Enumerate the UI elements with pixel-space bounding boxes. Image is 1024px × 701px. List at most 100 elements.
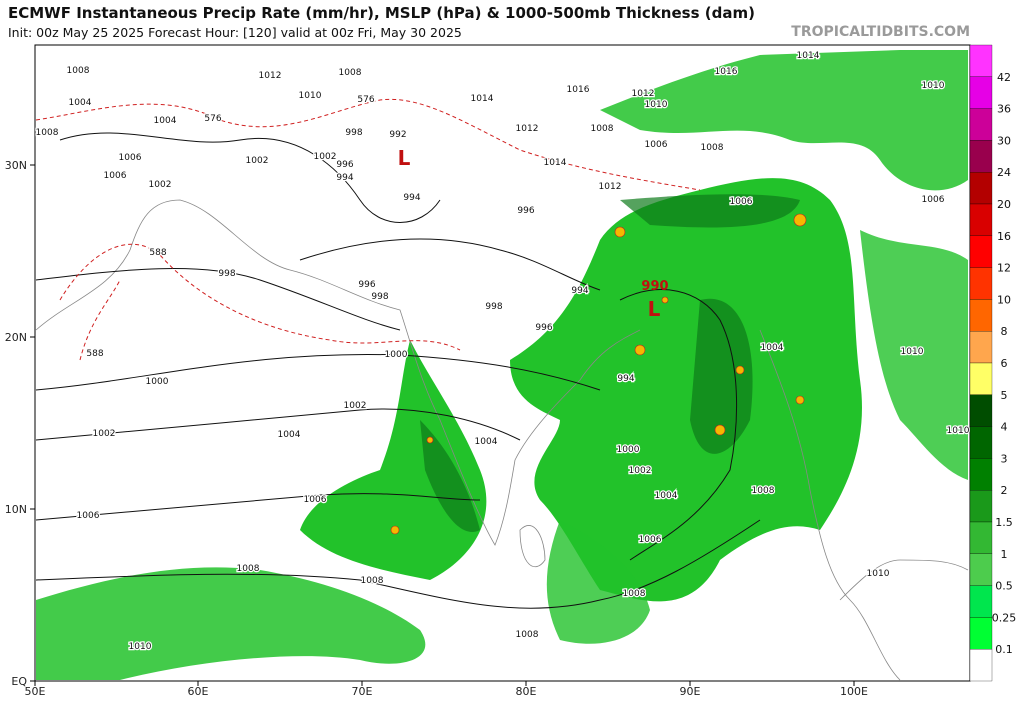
colorbar-label: 10 [997,293,1011,306]
low-symbol: L [648,297,661,321]
colorbar-label: 4 [1001,421,1008,434]
isobar-label: 998 [218,269,235,279]
low-symbol: L [398,146,411,170]
colorbar-swatch [969,394,993,427]
isobar-label: 1010 [922,81,945,91]
watermark: TROPICALTIDBITS.COM [791,24,970,40]
latitude-label: 20N [5,331,27,344]
latitude-label: EQ [11,675,27,688]
colorbar-swatch [969,426,993,459]
isobar-label: 1012 [632,89,655,99]
colorbar-label: 24 [997,166,1011,179]
isobar-label: 1014 [797,51,820,61]
colorbar-label: 3 [1001,452,1008,465]
colorbar-swatch [969,553,993,586]
isobar-label: 1014 [471,94,494,104]
colorbar-swatch [969,299,993,332]
isobars [35,132,761,609]
isobar-label: 1006 [77,511,100,521]
isobar-label: 1012 [516,124,539,134]
colorbar-swatch [969,203,993,236]
isobar-label: 1008 [339,68,362,78]
longitude-label: 50E [25,685,46,698]
colorbar-swatch [969,140,993,173]
isobar-label: 1008 [237,564,260,574]
longitude-label: 80E [516,685,537,698]
isobar-label: 1004 [655,491,678,501]
colorbar-swatch [969,617,993,650]
isobar-label: 1010 [947,426,970,436]
colorbar-label: 20 [997,198,1011,211]
isobar-label: 994 [617,374,634,384]
isobar-label: 1004 [278,430,301,440]
isobar-label: 1008 [361,576,384,586]
isobar-label: 998 [371,292,388,302]
colorbar-label: 6 [1001,357,1008,370]
isobar-label: 1014 [544,158,567,168]
thickness-label: 588 [86,349,103,359]
title: ECMWF Instantaneous Precip Rate (mm/hr),… [8,4,755,22]
precip-area [36,50,968,680]
isobar-label: 1006 [922,195,945,205]
colorbar-label: 1.5 [995,516,1013,529]
longitude-label: 70E [352,685,373,698]
isobar-label: 1016 [567,85,590,95]
colorbar-swatch [969,649,993,682]
isobar-label: 1008 [591,124,614,134]
isobar-label: 1004 [475,437,498,447]
isobar-label: 1002 [344,401,367,411]
isobar-label: 1010 [901,347,924,357]
intense-precip [390,213,807,535]
colorbar-label: 36 [997,103,1011,116]
isobar-label: 1016 [715,67,738,77]
isobar-label: 1008 [67,66,90,76]
colorbar-swatch [969,267,993,300]
colorbar-label: 12 [997,262,1011,275]
isobar-label: 1002 [149,180,172,190]
colorbar-swatch [969,521,993,554]
isobar-label: 996 [517,206,534,216]
colorbar-swatch [969,585,993,618]
isobar-label: 996 [358,280,375,290]
longitude-label: 90E [680,685,701,698]
isobar-label: 996 [336,160,353,170]
isobar-label: 998 [485,302,502,312]
thickness-label: 588 [149,248,166,258]
colorbar-swatch [969,490,993,523]
colorbar-label: 42 [997,71,1011,84]
isobar-label: 1004 [154,116,177,126]
colorbar-label: 2 [1001,484,1008,497]
isobar-label: 1008 [516,630,539,640]
colorbar-label: 0.1 [995,643,1013,656]
colorbar-label: 30 [997,134,1011,147]
colorbar-swatch [969,44,993,77]
isobar-label: 1006 [645,140,668,150]
isobar-label: 1000 [146,377,169,387]
isobar-label: 1000 [617,445,640,455]
isobar-label: 1008 [36,128,59,138]
colorbar-swatch [969,235,993,268]
isobar-label: 1008 [752,486,775,496]
colorbar-label: 1 [1001,548,1008,561]
isobar-label: 1010 [299,91,322,101]
isobar-label: 998 [345,128,362,138]
isobar-label: 1004 [761,343,784,353]
isobar-label: 1010 [129,642,152,652]
longitude-label: 60E [188,685,209,698]
colorbar-label: 5 [1001,389,1008,402]
thickness-label: 576 [357,95,374,105]
colorbar-label: 0.25 [992,611,1017,624]
isobar-label: 994 [571,286,588,296]
colorbar-swatch [969,331,993,364]
coastlines [35,199,969,681]
isobar-label: 996 [535,323,552,333]
latitude-label: 30N [5,159,27,172]
isobar-label: 992 [389,130,406,140]
subtitle: Init: 00z May 25 2025 Forecast Hour: [12… [8,25,462,40]
isobar-label: 1002 [93,429,116,439]
latitude-label: 10N [5,503,27,516]
thickness-label: 576 [204,114,221,124]
